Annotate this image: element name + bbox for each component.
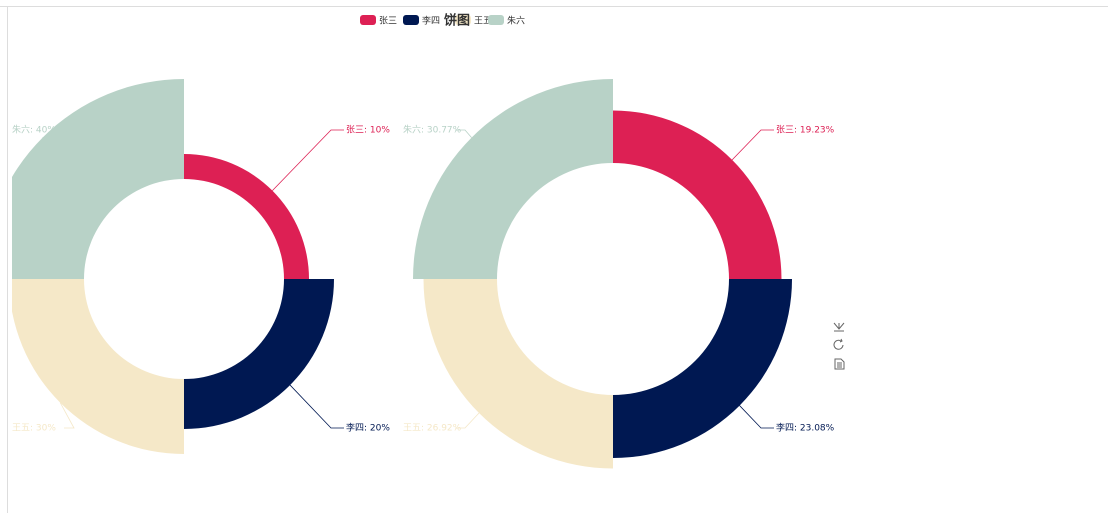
pie-slice (413, 79, 613, 279)
pie-slice (423, 279, 613, 469)
data-label: 朱六: 30.77% (403, 124, 462, 136)
label-line (739, 405, 774, 429)
save-icon[interactable] (833, 322, 845, 332)
pie-panel: 张三: 19.23% 李四: 23.08% 王五: 26.92% 朱六: 30.77% (403, 79, 835, 469)
data-label: 李四: 20% (346, 422, 390, 434)
pie-slice (613, 110, 782, 279)
data-label: 王五: 26.92% (403, 423, 462, 434)
label-line (289, 384, 344, 429)
data-view-icon[interactable] (834, 358, 845, 370)
restore-icon[interactable] (833, 338, 844, 350)
data-label: 朱六: 40% (12, 124, 56, 136)
label-line (42, 129, 75, 138)
data-label: 王五: 30% (12, 423, 56, 434)
label-line (455, 412, 480, 429)
pie-slice (613, 279, 793, 459)
legend-swatch (403, 15, 419, 25)
pie-slice (12, 79, 184, 279)
label-line (455, 129, 472, 138)
legend-label: 朱六 (507, 15, 525, 27)
label-line (731, 129, 774, 161)
pie-slice (12, 279, 184, 454)
pie-panel: 张三: 10% 李四: 20% 王五: 30% 朱六: 40% (12, 79, 390, 454)
data-label: 张三: 19.23% (776, 125, 835, 136)
data-label: 张三: 10% (346, 125, 390, 136)
legend-swatch (360, 15, 376, 25)
legend-swatch (488, 15, 504, 25)
legend-label: 张三 (379, 16, 397, 27)
legend-swatch (455, 15, 471, 25)
legend-label: 王五 (474, 16, 492, 27)
legend-label: 李四 (422, 15, 440, 27)
data-label: 李四: 23.08% (776, 422, 835, 434)
pie-slice (184, 154, 309, 279)
chart-title: 饼图 (444, 13, 470, 29)
label-line (59, 402, 75, 429)
label-line (272, 129, 344, 191)
toolbox[interactable] (833, 322, 845, 370)
pie-slice (184, 279, 334, 429)
legend: 张三 李四 王五 朱六 (360, 15, 525, 27)
